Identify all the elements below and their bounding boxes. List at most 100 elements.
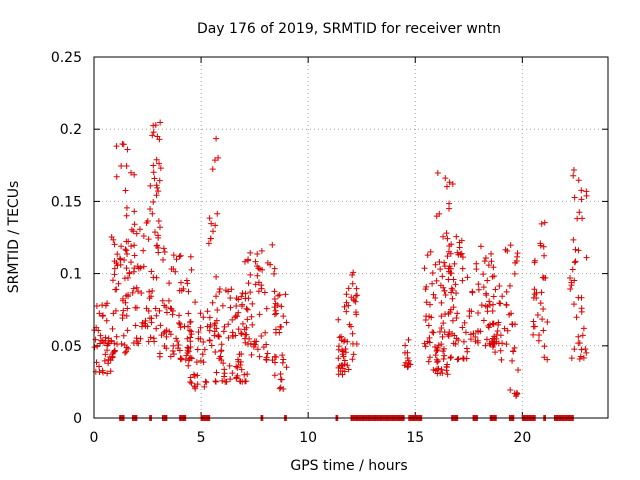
data-point — [422, 317, 429, 324]
data-point — [515, 366, 522, 373]
data-point — [445, 276, 452, 283]
data-point — [177, 355, 184, 362]
data-point — [174, 338, 181, 345]
data-point — [149, 132, 156, 139]
plot-frame — [93, 56, 609, 419]
data-point — [151, 175, 158, 182]
data-point — [536, 332, 543, 339]
data-point — [243, 378, 250, 385]
data-point — [438, 341, 445, 348]
data-point — [455, 355, 462, 362]
data-point — [132, 322, 139, 329]
data-point — [432, 261, 439, 268]
data-point — [453, 314, 460, 321]
data-point — [139, 319, 146, 326]
data-point — [446, 200, 453, 207]
data-point — [425, 322, 432, 329]
data-point — [405, 357, 412, 364]
data-point — [438, 366, 445, 373]
data-point — [276, 329, 283, 336]
data-point — [429, 269, 436, 276]
data-point — [438, 299, 445, 306]
data-point — [120, 332, 127, 339]
data-point — [336, 334, 343, 341]
y-tick-label: 0.1 — [60, 267, 82, 283]
data-point — [464, 274, 471, 281]
data-point — [349, 280, 356, 287]
data-point — [353, 340, 360, 347]
data-point — [352, 309, 359, 316]
data-point — [208, 220, 215, 227]
data-point — [276, 291, 283, 298]
data-point — [425, 358, 432, 365]
data-point — [442, 311, 449, 318]
data-point — [135, 288, 142, 295]
data-point — [405, 336, 412, 343]
data-point — [193, 359, 200, 366]
data-point — [575, 294, 582, 301]
data-point — [436, 328, 443, 335]
data-point — [239, 320, 246, 327]
data-point — [122, 187, 129, 194]
data-point — [271, 304, 278, 311]
data-point — [481, 258, 488, 265]
data-point — [575, 177, 582, 184]
data-point — [468, 308, 475, 315]
data-point — [448, 354, 455, 361]
data-point — [145, 338, 152, 345]
data-point — [541, 252, 548, 259]
data-point — [434, 170, 441, 177]
data-point — [445, 265, 452, 272]
data-point — [278, 303, 285, 310]
data-point — [490, 293, 497, 300]
data-point — [123, 247, 130, 254]
data-point — [496, 300, 503, 307]
data-point — [167, 305, 174, 312]
data-point — [449, 181, 456, 188]
data-point — [153, 325, 160, 332]
data-point — [190, 371, 197, 378]
data-point — [575, 247, 582, 254]
data-point — [482, 342, 489, 349]
data-point — [486, 298, 493, 305]
x-tick-label: 20 — [513, 430, 531, 446]
data-point — [96, 363, 103, 370]
data-point — [432, 352, 439, 359]
data-point — [343, 308, 350, 315]
data-point — [475, 310, 482, 317]
data-point — [212, 222, 219, 229]
data-point — [104, 342, 111, 349]
data-point — [278, 323, 285, 330]
data-point — [233, 363, 240, 370]
data-point — [454, 310, 461, 317]
data-point — [533, 295, 540, 302]
data-point — [234, 372, 241, 379]
data-point — [421, 265, 428, 272]
data-point — [99, 337, 106, 344]
data-point — [504, 327, 511, 334]
data-point — [108, 338, 115, 345]
data-point — [339, 362, 346, 369]
data-point — [131, 221, 138, 228]
data-point — [177, 252, 184, 259]
data-point — [137, 335, 144, 342]
data-point — [426, 354, 433, 361]
data-point — [283, 364, 290, 371]
data-point — [197, 357, 204, 364]
data-point — [453, 335, 460, 342]
data-point — [495, 319, 502, 326]
data-point — [264, 350, 271, 357]
data-point — [475, 286, 482, 293]
data-point — [271, 295, 278, 302]
y-axis-label: SRMTID / TECUs — [6, 181, 22, 294]
data-point — [579, 332, 586, 339]
data-point — [402, 342, 409, 349]
data-point — [102, 351, 109, 358]
data-point — [578, 187, 585, 194]
y-tick-label: 0.2 — [60, 122, 82, 138]
data-point — [489, 308, 496, 315]
data-point — [214, 307, 221, 314]
data-point — [421, 340, 428, 347]
data-point — [242, 331, 249, 338]
data-point — [156, 177, 163, 184]
